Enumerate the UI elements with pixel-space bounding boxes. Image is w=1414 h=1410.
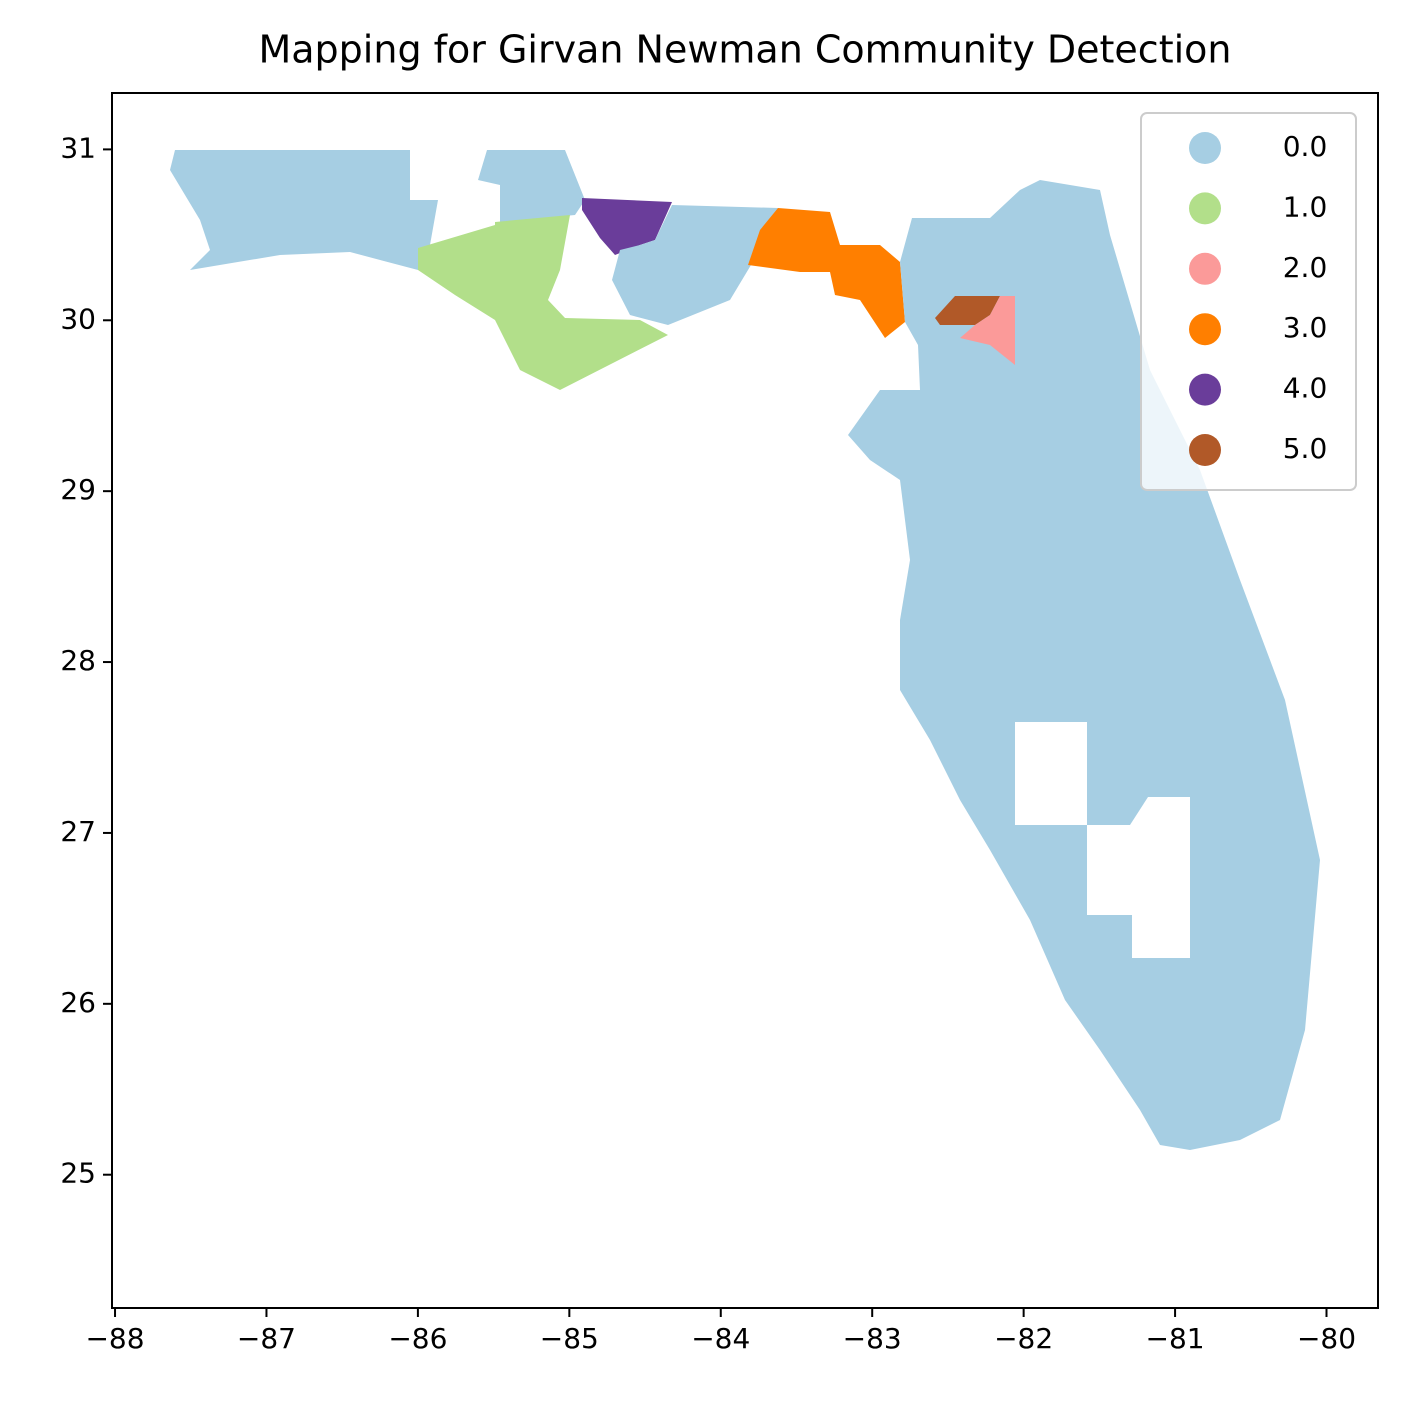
x-tick-label: −81	[1146, 1322, 1205, 1355]
no-data-area	[1015, 722, 1087, 825]
x-tick-label: −84	[691, 1322, 750, 1355]
legend-marker	[1189, 192, 1221, 225]
map	[170, 150, 1320, 1150]
legend-marker	[1189, 313, 1221, 346]
legend-label: 1.0	[1283, 190, 1328, 223]
x-tick-label: −86	[388, 1322, 447, 1355]
x-tick-label: −85	[540, 1322, 599, 1355]
y-tick-label: 27	[60, 815, 96, 848]
region	[582, 198, 672, 255]
axes-frame	[111, 92, 1379, 1309]
legend-marker	[1189, 434, 1221, 466]
region	[935, 296, 1000, 325]
legend-label: 5.0	[1283, 432, 1328, 465]
y-tick-label: 31	[60, 131, 96, 164]
legend-marker	[1189, 373, 1221, 406]
y-tick-label: 30	[60, 302, 96, 335]
legend-label: 0.0	[1283, 130, 1328, 163]
x-tick-label: −88	[85, 1322, 144, 1355]
region	[612, 205, 778, 325]
legend-label: 2.0	[1283, 251, 1328, 284]
y-tick-label: 29	[60, 473, 96, 506]
no-data-area	[1087, 797, 1190, 958]
x-tick-label: −83	[843, 1322, 902, 1355]
region	[418, 215, 668, 390]
region	[960, 296, 1015, 365]
y-tick-label: 26	[60, 986, 96, 1019]
x-tick-label: −80	[1297, 1322, 1356, 1355]
chart-title: Mapping for Girvan Newman Community Dete…	[258, 28, 1231, 72]
x-tick-label: −87	[237, 1322, 296, 1355]
legend-label: 4.0	[1283, 372, 1328, 405]
region	[748, 208, 905, 338]
region	[478, 150, 585, 222]
legend-marker	[1189, 132, 1221, 164]
legend-label: 3.0	[1283, 311, 1328, 344]
region	[848, 180, 1320, 1150]
y-tick-label: 25	[60, 1157, 96, 1190]
y-tick-label: 28	[60, 644, 96, 677]
x-tick-label: −82	[994, 1322, 1053, 1355]
region	[170, 150, 438, 270]
legend-marker	[1189, 252, 1221, 285]
